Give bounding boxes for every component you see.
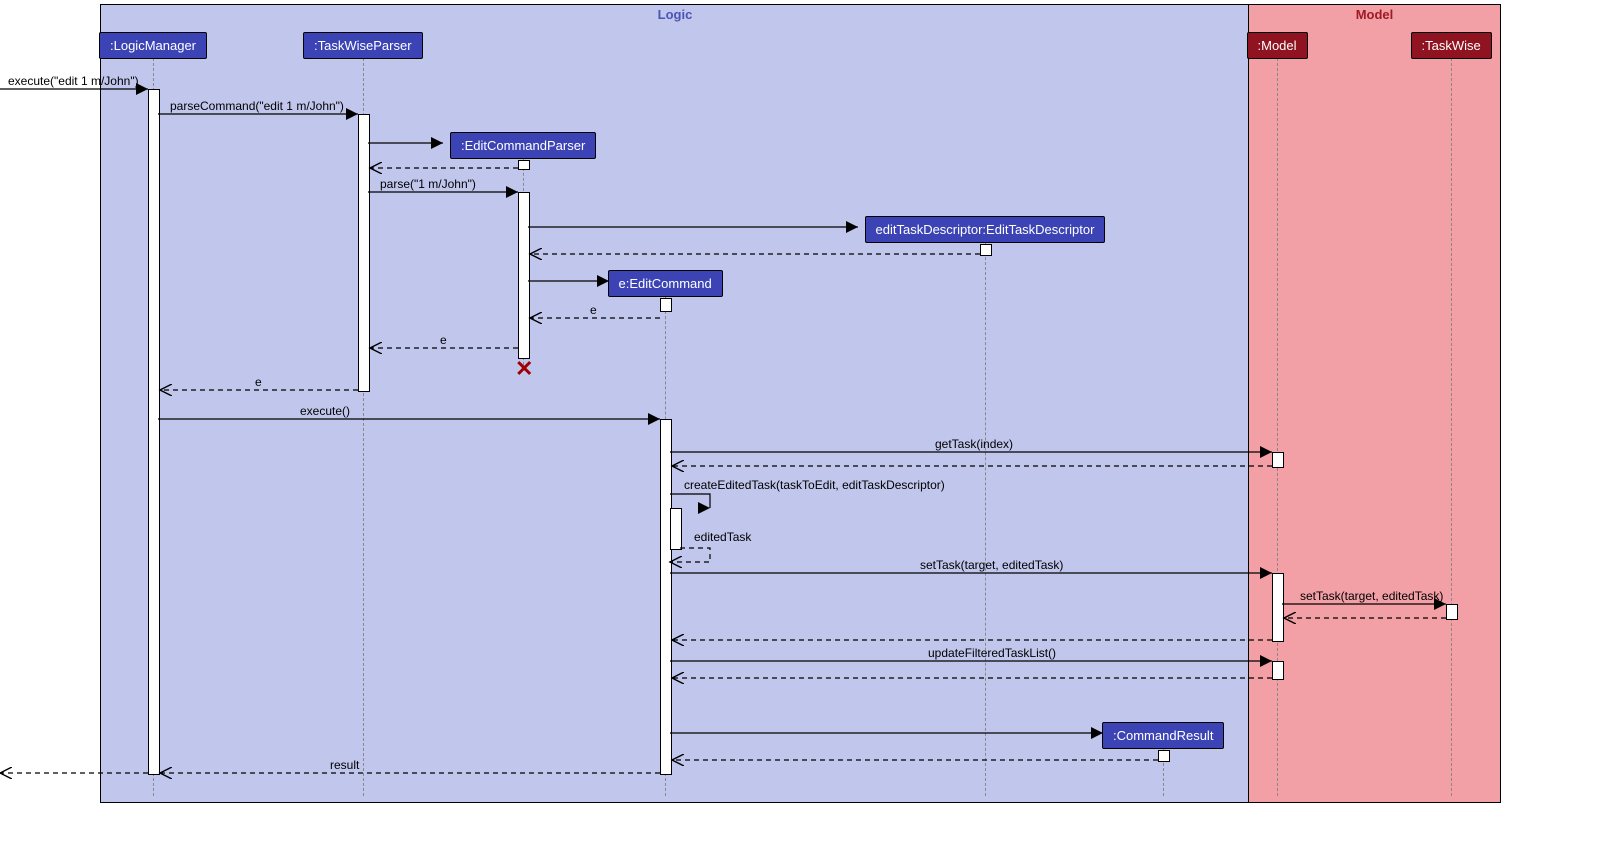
message-label: execute("edit 1 m/John") — [8, 74, 139, 88]
lifeline-line — [1451, 58, 1452, 796]
activation-bar — [660, 298, 672, 312]
activation-bar — [1158, 750, 1170, 762]
message-label: parse("1 m/John") — [380, 177, 476, 191]
lifeline-head: :Model — [1247, 32, 1308, 59]
lifeline-line — [1277, 58, 1278, 796]
message-label: setTask(target, editedTask) — [1300, 589, 1443, 603]
activation-bar — [518, 192, 530, 359]
activation-bar — [1272, 573, 1284, 642]
activation-bar — [148, 89, 160, 775]
lifeline-head: :EditCommandParser — [450, 132, 596, 159]
message-label: e — [440, 333, 447, 347]
message-label: execute() — [300, 404, 350, 418]
lifeline-head: editTaskDescriptor:EditTaskDescriptor — [865, 216, 1106, 243]
message-label: result — [330, 758, 359, 772]
activation-bar — [358, 114, 370, 392]
activation-bar — [518, 160, 530, 170]
activation-bar — [1446, 604, 1458, 620]
message-label: parseCommand("edit 1 m/John") — [170, 99, 344, 113]
activation-bar — [670, 508, 682, 550]
region-model: Model — [1248, 4, 1501, 803]
region-title: Logic — [101, 5, 1249, 24]
region-title: Model — [1249, 5, 1500, 24]
message-label: setTask(target, editedTask) — [920, 558, 1063, 572]
sequence-diagram: LogicModel :LogicManager :TaskWiseParser :E… — [0, 0, 1607, 851]
message-label: editedTask — [694, 530, 751, 544]
activation-bar — [660, 419, 672, 775]
lifeline-head: e:EditCommand — [608, 270, 723, 297]
activation-bar — [1272, 661, 1284, 680]
activation-bar — [980, 244, 992, 256]
destroy-icon: ✕ — [515, 356, 533, 382]
message-label: createEditedTask(taskToEdit, editTaskDes… — [684, 478, 945, 492]
lifeline-head: :TaskWise — [1411, 32, 1492, 59]
message-label: e — [590, 303, 597, 317]
lifeline-head: :TaskWiseParser — [303, 32, 423, 59]
message-label: e — [255, 375, 262, 389]
lifeline-head: :CommandResult — [1102, 722, 1224, 749]
lifeline-line — [985, 242, 986, 796]
message-label: getTask(index) — [935, 437, 1013, 451]
lifeline-head: :LogicManager — [99, 32, 207, 59]
message-label: updateFilteredTaskList() — [928, 646, 1056, 660]
region-logic: Logic — [100, 4, 1250, 803]
activation-bar — [1272, 452, 1284, 468]
